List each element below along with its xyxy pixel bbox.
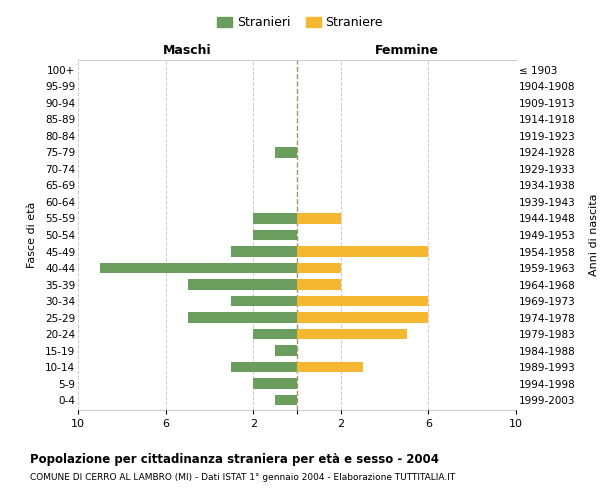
Bar [275, 394, 297, 406]
Bar [187, 312, 297, 323]
Bar [297, 213, 341, 224]
Bar [253, 328, 297, 340]
Bar [297, 279, 341, 290]
Bar [187, 279, 297, 290]
Bar [297, 328, 407, 340]
Bar [275, 345, 297, 356]
Bar [297, 246, 428, 257]
Bar [253, 378, 297, 389]
Bar [232, 296, 297, 306]
Y-axis label: Anni di nascita: Anni di nascita [589, 194, 599, 276]
Bar [275, 147, 297, 158]
Bar [253, 213, 297, 224]
Bar [100, 262, 297, 274]
Bar [253, 230, 297, 240]
Legend: Stranieri, Straniere: Stranieri, Straniere [212, 11, 388, 34]
Bar [297, 262, 341, 274]
Text: Popolazione per cittadinanza straniera per età e sesso - 2004: Popolazione per cittadinanza straniera p… [30, 452, 439, 466]
Y-axis label: Fasce di età: Fasce di età [26, 202, 37, 268]
Bar [232, 246, 297, 257]
Bar [232, 362, 297, 372]
Text: Maschi: Maschi [163, 44, 212, 57]
Text: COMUNE DI CERRO AL LAMBRO (MI) - Dati ISTAT 1° gennaio 2004 - Elaborazione TUTTI: COMUNE DI CERRO AL LAMBRO (MI) - Dati IS… [30, 472, 455, 482]
Bar [297, 296, 428, 306]
Bar [297, 312, 428, 323]
Bar [297, 362, 362, 372]
Text: Femmine: Femmine [374, 44, 439, 57]
